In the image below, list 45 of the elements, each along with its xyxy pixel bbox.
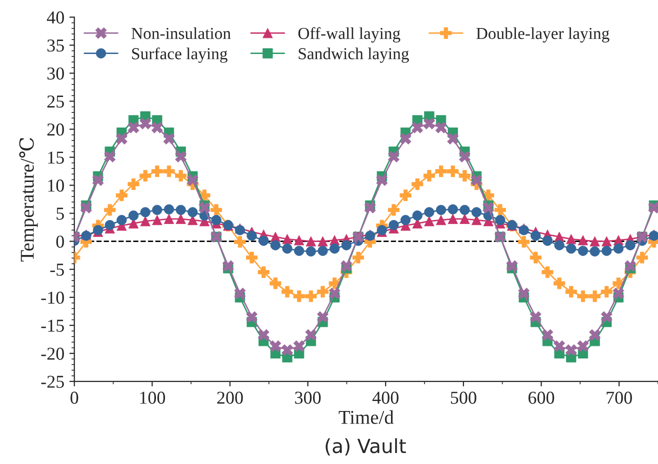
legend-label: Non-insulation [132, 27, 231, 40]
y-tick-label: -5 [50, 264, 64, 276]
point [460, 214, 470, 224]
point [258, 236, 269, 246]
point [305, 290, 317, 302]
point [164, 214, 174, 224]
x-axis-title: Time/d [338, 410, 394, 424]
point [176, 214, 186, 224]
legend-label: Sandwich laying [298, 48, 409, 63]
point [246, 311, 258, 323]
point [116, 214, 127, 226]
x-tick-label: 200 [217, 392, 243, 404]
y-tick-label: 35 [47, 39, 64, 52]
x-tick-label: 0 [70, 392, 78, 404]
y-tick-label: 15 [48, 152, 64, 164]
y-tick-label: 10 [48, 180, 64, 192]
legend-label: Surface laying [132, 47, 228, 63]
text: (a) Vault [326, 438, 406, 456]
y-tick-label: 40 [46, 11, 64, 24]
y-tick-label: 20 [47, 124, 64, 136]
point [152, 204, 162, 216]
x-tick-label: 500 [450, 392, 476, 404]
y-tick-label: 0 [56, 236, 64, 248]
y-tick-label: -20 [41, 348, 64, 360]
point [448, 204, 458, 214]
x-tick-label: 700 [606, 392, 632, 404]
y-tick-label: 30 [47, 67, 64, 80]
x-tick-label: 100 [140, 392, 166, 404]
point [436, 214, 446, 226]
y-tick-label: -10 [41, 292, 64, 304]
point [554, 340, 566, 352]
y-tick-label: -25 [41, 376, 64, 388]
y-axis-title: Temperature/℃ [19, 138, 38, 262]
point [364, 202, 376, 214]
x-tick-label: 400 [372, 392, 398, 404]
y-tick-label: 25 [47, 96, 64, 108]
point [435, 166, 447, 178]
y-tick-label: -15 [41, 320, 64, 332]
point [293, 290, 305, 302]
x-tick-label: 300 [295, 392, 321, 404]
legend-label: Double-layer laying [476, 27, 610, 42]
legend-label: Off-wall laying [298, 27, 400, 42]
point [625, 240, 636, 250]
x-tick-label: 600 [528, 392, 554, 404]
y-tick-label: 5 [56, 208, 64, 220]
